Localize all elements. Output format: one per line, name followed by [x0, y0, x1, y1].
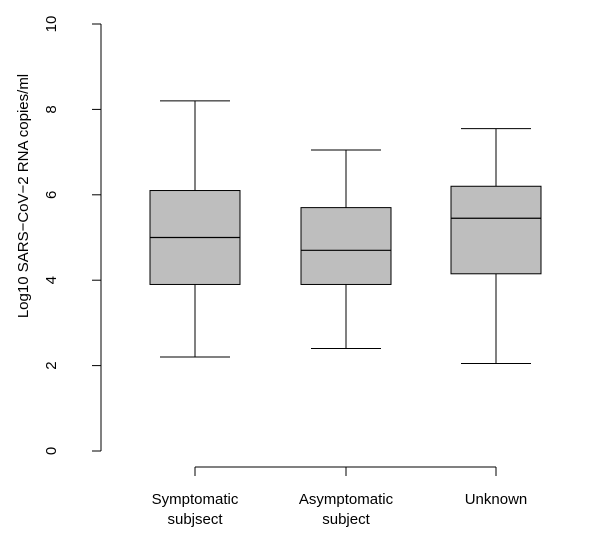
category-label: subjsect: [167, 511, 223, 528]
iqr-box: [300, 207, 392, 285]
category-label: Symptomatic: [152, 491, 239, 508]
category-label: subject: [322, 511, 370, 528]
y-tick-label: 6: [43, 191, 60, 199]
y-tick-label: 8: [43, 105, 60, 113]
category-label: Unknown: [465, 491, 528, 508]
y-tick-label: 10: [43, 16, 60, 33]
y-tick-label: 4: [43, 276, 60, 284]
y-axis-title: Log10 SARS−CoV−2 RNA copies/ml: [15, 74, 32, 318]
y-tick-label: 0: [43, 447, 60, 455]
iqr-box: [450, 185, 542, 275]
y-tick-label: 2: [43, 361, 60, 369]
category-label: Asymptomatic: [299, 491, 394, 508]
